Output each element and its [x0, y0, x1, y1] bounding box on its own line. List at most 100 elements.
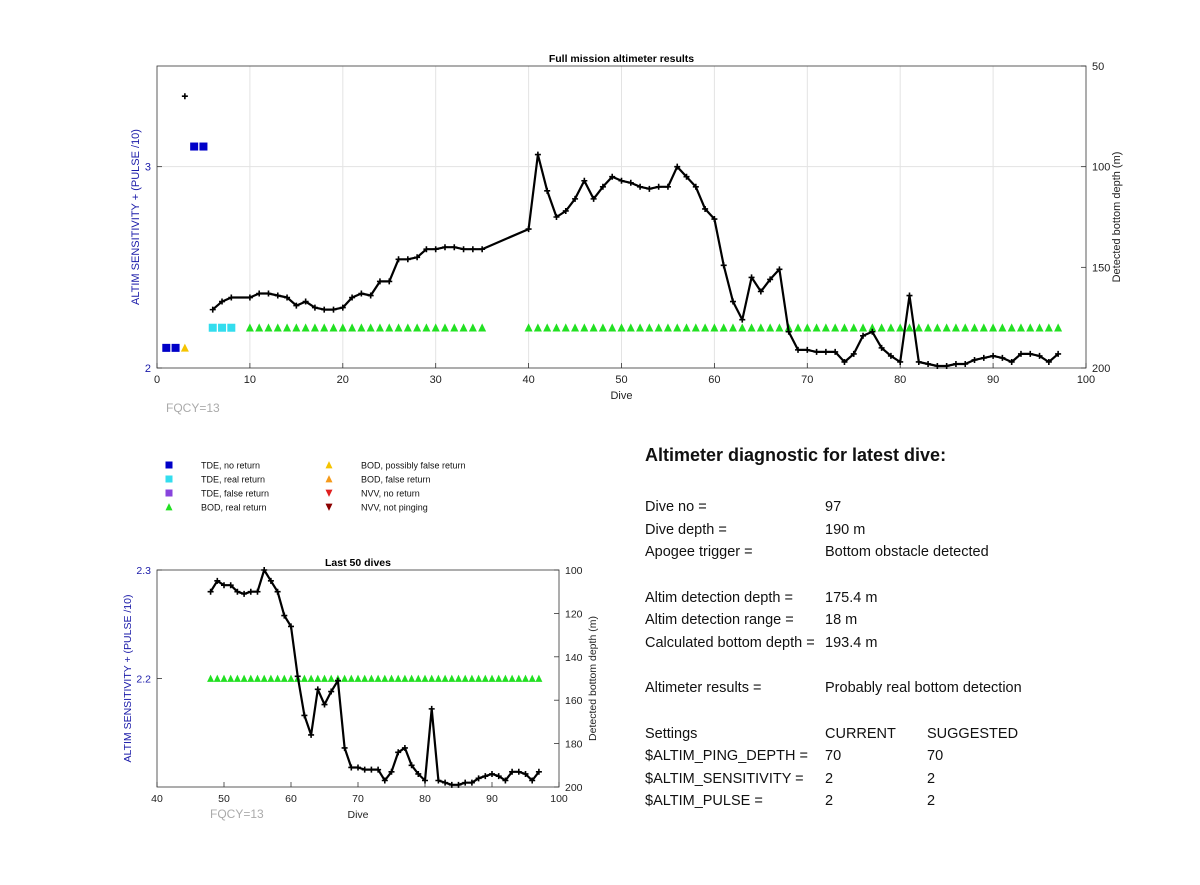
depth-point	[367, 292, 374, 299]
legend-marker	[325, 475, 333, 483]
depth-point	[999, 354, 1006, 361]
depth-point	[214, 577, 221, 584]
y-right-axis-label: Detected bottom depth (m)	[1111, 152, 1123, 283]
depth-point	[1055, 350, 1062, 357]
data-marker	[431, 323, 440, 332]
depth-point	[776, 266, 783, 273]
data-marker	[794, 323, 803, 332]
depth-point	[869, 328, 876, 335]
settings-label: Settings	[645, 725, 698, 742]
data-marker	[1035, 323, 1044, 332]
data-marker	[338, 323, 347, 332]
depth-point	[422, 777, 428, 784]
depth-point	[448, 781, 455, 788]
depth-point	[401, 744, 408, 751]
depth-point	[637, 183, 644, 190]
depth-point	[534, 151, 541, 158]
depth-point	[739, 316, 746, 323]
depth-point	[348, 764, 355, 771]
data-marker	[524, 323, 533, 332]
data-marker	[280, 674, 288, 682]
dive-depth-value: 190 m	[825, 521, 866, 538]
depth-point	[254, 588, 261, 595]
depth-point	[339, 304, 346, 311]
data-marker	[310, 323, 319, 332]
data-marker	[468, 323, 477, 332]
data-marker	[448, 674, 456, 682]
diagnostic-panel: Altimeter diagnostic for latest dive: Di…	[645, 445, 1165, 813]
data-marker	[571, 323, 580, 332]
dive-no-value: 97	[825, 499, 842, 515]
x-tick-label: 0	[154, 374, 160, 386]
data-marker	[394, 323, 403, 332]
depth-point	[897, 358, 904, 365]
depth-point	[544, 187, 551, 194]
calc-depth-value: 193.4 m	[825, 634, 878, 651]
data-marker	[385, 323, 394, 332]
y-right-tick-label: 180	[565, 739, 583, 751]
x-axis-label: Dive	[347, 809, 368, 821]
x-tick-label: 80	[894, 374, 906, 386]
depth-point	[489, 770, 495, 777]
data-marker	[220, 674, 228, 682]
depth-point	[181, 93, 188, 100]
depth-point	[495, 773, 502, 780]
depth-point	[228, 294, 235, 301]
y-left-axis-label: ALTIM SENSITIVITY + (PULSE /10)	[122, 595, 134, 763]
depth-point	[1045, 358, 1052, 365]
depth-point	[509, 768, 516, 775]
data-marker	[394, 674, 402, 682]
data-marker	[301, 323, 310, 332]
x-tick-label: 10	[244, 374, 256, 386]
last-50-dives-chart: 40 50 60 70 80 90 100 2.2 2.3 100 120 140 160 180 200 L…	[122, 557, 599, 821]
data-marker	[354, 674, 362, 682]
depth-point	[785, 328, 792, 335]
depth-point	[451, 244, 458, 251]
data-marker	[199, 142, 208, 151]
depth-point	[469, 246, 476, 253]
depth-point	[432, 246, 439, 253]
depth-point	[328, 688, 335, 695]
depth-point	[308, 731, 315, 738]
legend-marker	[165, 503, 173, 511]
depth-point	[1036, 352, 1043, 359]
depth-point	[813, 348, 820, 355]
data-marker	[413, 323, 422, 332]
data-marker	[366, 323, 375, 332]
data-marker	[255, 323, 264, 332]
depth-point	[627, 179, 634, 186]
depth-point	[274, 588, 281, 595]
det-range-row: Altim detection range = 18 m	[645, 609, 1165, 632]
data-marker	[233, 674, 241, 682]
data-marker	[979, 323, 988, 332]
data-marker	[414, 674, 422, 682]
depth-point	[395, 749, 402, 756]
y-right-tick-label: 100	[1092, 162, 1110, 174]
data-marker	[515, 674, 523, 682]
data-marker	[227, 323, 236, 332]
setting-name: $ALTIM_SENSITIVITY =	[645, 770, 804, 787]
depth-point	[321, 306, 328, 313]
settings-header-row: Settings CURRENT SUGGESTED	[645, 723, 1165, 746]
y-right-axis-label: Detected bottom depth (m)	[587, 616, 599, 741]
depth-point	[841, 358, 848, 365]
det-range-label: Altim detection range =	[645, 612, 794, 628]
current-label: CURRENT	[825, 725, 896, 742]
x-tick-label: 50	[615, 374, 627, 386]
depth-point	[314, 686, 321, 693]
depth-point	[221, 582, 227, 589]
data-marker	[434, 674, 442, 682]
y-right-tick-label: 160	[565, 695, 583, 707]
legend-label: BOD, false return	[361, 475, 431, 485]
data-marker	[636, 323, 645, 332]
data-marker	[914, 323, 923, 332]
data-marker	[626, 323, 635, 332]
y-left-axis-label: ALTIM SENSITIVITY + (PULSE /10)	[130, 129, 142, 305]
depth-point	[234, 588, 241, 595]
setting-current: 2	[825, 770, 834, 787]
depth-point	[482, 773, 489, 780]
data-marker	[580, 323, 589, 332]
depth-point	[388, 768, 395, 775]
depth-point	[618, 177, 625, 184]
